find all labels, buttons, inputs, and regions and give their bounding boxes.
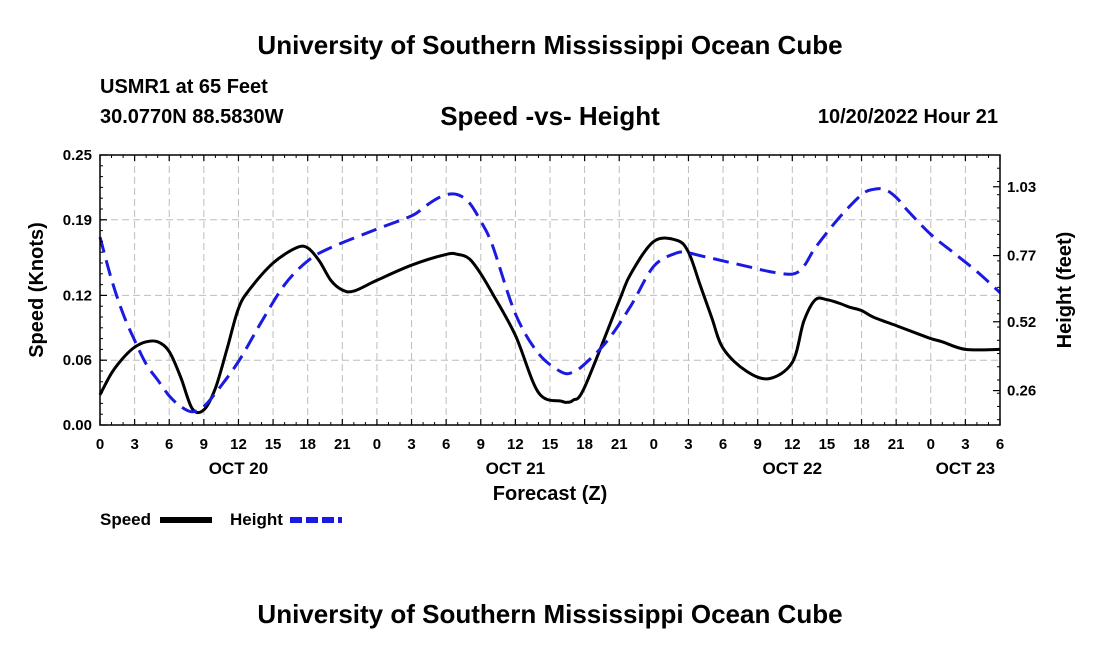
x-tick-label: 9 (200, 436, 208, 453)
x-tick-label: 15 (265, 436, 282, 453)
y-tick-label: 0.06 (63, 352, 92, 369)
y2-tick-label: 1.03 (1007, 179, 1036, 196)
forecast-datetime: 10/20/2022 Hour 21 (817, 106, 998, 128)
y-axis-title: Speed (Knots) (26, 222, 48, 358)
x-tick-label: 9 (754, 436, 762, 453)
y2-tick-label: 0.26 (1007, 383, 1036, 400)
x-tick-label: 3 (684, 436, 692, 453)
x-tick-label: 15 (542, 436, 559, 453)
x-tick-label: 6 (996, 436, 1004, 453)
station-label: USMR1 at 65 Feet (100, 76, 268, 98)
x-tick-label: 18 (299, 436, 316, 453)
date-label: OCT 20 (209, 459, 269, 478)
series-line-height (98, 187, 1002, 414)
x-tick-label: 3 (130, 436, 138, 453)
x-tick-label: 21 (888, 436, 905, 453)
x-tick-label: 0 (96, 436, 104, 453)
x-axis-title: Forecast (Z) (493, 483, 607, 505)
legend: Speed Height (100, 510, 342, 529)
x-tick-label: 3 (961, 436, 969, 453)
x-tick-label: 21 (334, 436, 351, 453)
x-tick-label: 0 (650, 436, 658, 453)
y-tick-label: 0.19 (63, 212, 92, 229)
date-label: OCT 22 (763, 459, 823, 478)
station-coords: 30.0770N 88.5830W (100, 106, 284, 128)
x-tick-label: 15 (819, 436, 836, 453)
date-label: OCT 21 (486, 459, 546, 478)
x-tick-label: 21 (611, 436, 628, 453)
y-tick-label: 0.25 (63, 147, 92, 164)
y-tick-label: 0.00 (63, 417, 92, 434)
x-tick-label: 6 (165, 436, 173, 453)
y2-tick-label: 0.77 (1007, 248, 1036, 265)
axes: 0 3 6 9 12 15 18 21 0 3 6 9 12 15 18 21 0 3 6 9 12 15 18 21 0 3 6O… (63, 147, 1036, 478)
x-tick-label: 6 (442, 436, 450, 453)
x-tick-label: 12 (230, 436, 247, 453)
y2-axis-title: Height (feet) (1054, 232, 1076, 349)
x-tick-label: 0 (927, 436, 935, 453)
x-tick-label: 0 (373, 436, 381, 453)
grid-lines (99, 154, 1001, 426)
series-layer (98, 187, 1002, 415)
x-tick-label: 12 (507, 436, 524, 453)
page-title: University of Southern Mississippi Ocean… (257, 30, 843, 60)
footer-title: University of Southern Mississippi Ocean… (257, 599, 843, 629)
y2-tick-label: 0.52 (1007, 314, 1036, 331)
x-tick-label: 12 (784, 436, 801, 453)
y-tick-label: 0.12 (63, 287, 92, 304)
chart-title: Speed -vs- Height (440, 101, 660, 131)
x-tick-label: 18 (576, 436, 593, 453)
x-tick-label: 6 (719, 436, 727, 453)
date-label: OCT 23 (936, 459, 996, 478)
legend-label-speed: Speed (100, 510, 151, 529)
x-tick-label: 9 (477, 436, 485, 453)
x-tick-label: 3 (407, 436, 415, 453)
x-tick-label: 18 (853, 436, 870, 453)
legend-label-height: Height (230, 510, 283, 529)
